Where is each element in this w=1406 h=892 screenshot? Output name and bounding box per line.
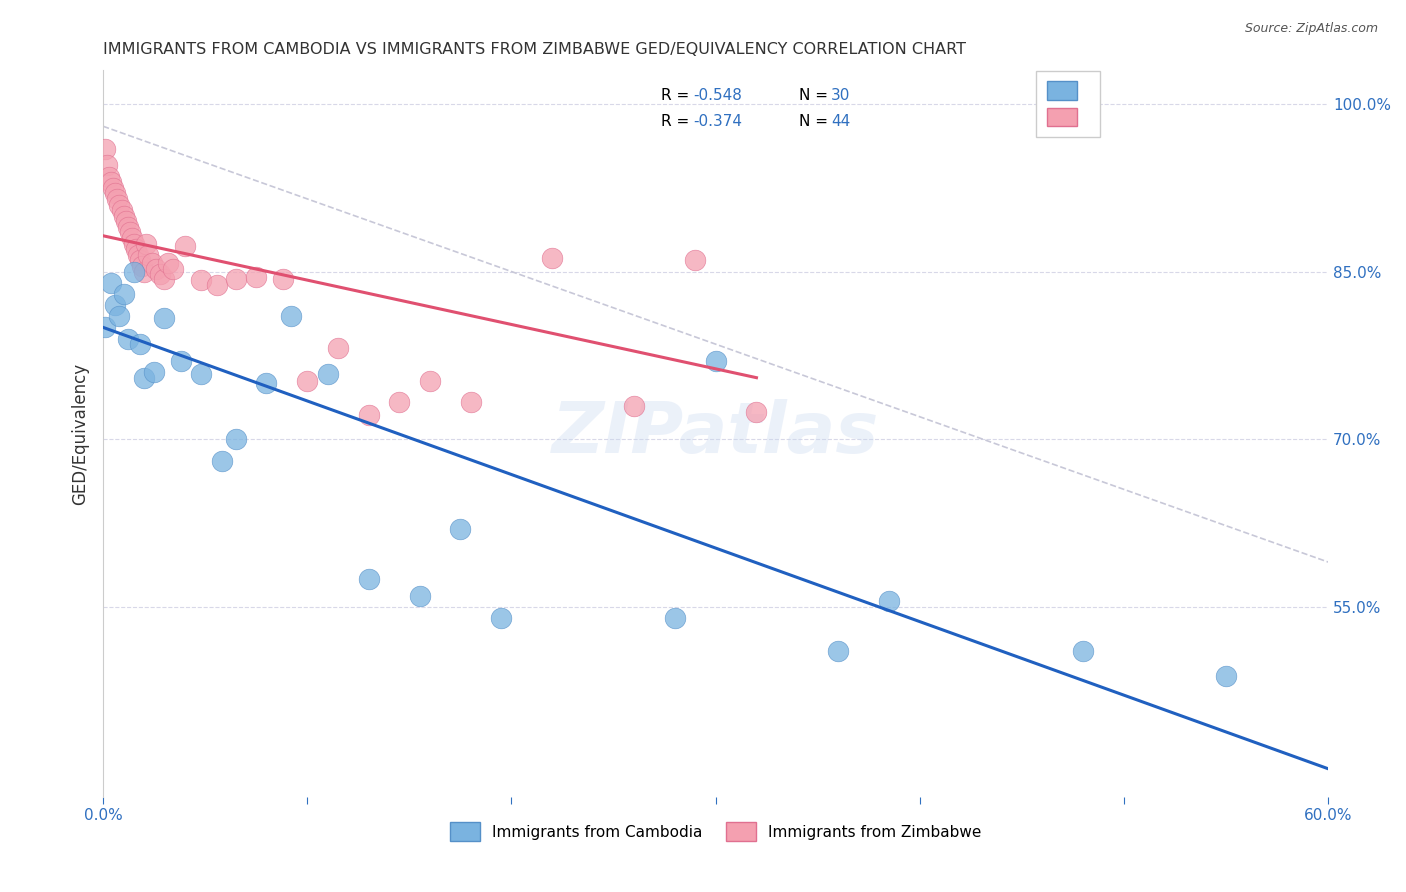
Point	[683, 253, 706, 268]
Point	[157, 255, 180, 269]
Point	[1215, 669, 1237, 683]
Point	[121, 231, 143, 245]
Y-axis label: GED/Equivalency: GED/Equivalency	[72, 362, 89, 505]
Point	[131, 259, 153, 273]
Point	[1071, 644, 1094, 658]
Point	[419, 374, 441, 388]
Point	[827, 644, 849, 658]
Point	[136, 248, 159, 262]
Text: 30: 30	[831, 88, 851, 103]
Point	[173, 239, 195, 253]
Point	[100, 276, 122, 290]
Point	[132, 264, 155, 278]
Point	[112, 209, 135, 223]
Point	[357, 572, 380, 586]
Point	[125, 242, 148, 256]
Point	[297, 374, 319, 388]
Point	[128, 253, 150, 268]
Text: -0.548: -0.548	[693, 88, 742, 103]
Point	[316, 368, 339, 382]
Point	[388, 395, 411, 409]
Text: Source: ZipAtlas.com: Source: ZipAtlas.com	[1244, 22, 1378, 36]
Point	[135, 236, 157, 251]
Point	[245, 270, 267, 285]
Point	[117, 219, 139, 234]
Point	[162, 262, 184, 277]
Text: 44: 44	[831, 114, 851, 128]
Point	[357, 408, 380, 422]
Point	[877, 594, 900, 608]
Point	[225, 432, 247, 446]
Point	[94, 142, 117, 156]
Point	[207, 277, 229, 292]
Point	[127, 248, 149, 262]
Point	[449, 522, 471, 536]
Point	[153, 272, 176, 286]
Point	[149, 267, 172, 281]
Point	[256, 376, 278, 391]
Point	[408, 589, 430, 603]
Point	[110, 203, 132, 218]
Point	[326, 341, 349, 355]
Point	[153, 311, 176, 326]
Point	[98, 169, 121, 184]
Point	[112, 286, 135, 301]
Point	[541, 251, 564, 265]
Point	[107, 192, 129, 206]
Text: N =: N =	[799, 88, 832, 103]
Point	[280, 310, 302, 324]
Point	[745, 405, 768, 419]
Point	[664, 611, 686, 625]
Point	[170, 354, 193, 368]
Point	[94, 320, 117, 334]
Text: IMMIGRANTS FROM CAMBODIA VS IMMIGRANTS FROM ZIMBABWE GED/EQUIVALENCY CORRELATION: IMMIGRANTS FROM CAMBODIA VS IMMIGRANTS F…	[103, 42, 966, 57]
Point	[104, 298, 127, 312]
Point	[143, 365, 166, 379]
Point	[100, 175, 122, 189]
Text: R =: R =	[661, 114, 693, 128]
Text: -0.374: -0.374	[693, 114, 742, 128]
Point	[108, 310, 131, 324]
Text: ZIPatlas: ZIPatlas	[553, 399, 879, 468]
Point	[704, 354, 727, 368]
Point	[460, 395, 482, 409]
Point	[225, 272, 247, 286]
Point	[122, 264, 145, 278]
Point	[128, 337, 150, 351]
Point	[103, 180, 125, 194]
Point	[104, 186, 127, 201]
Point	[108, 197, 131, 211]
Point	[190, 368, 212, 382]
Point	[145, 262, 167, 277]
Point	[623, 399, 645, 413]
Point	[132, 370, 155, 384]
Point	[118, 226, 141, 240]
Point	[141, 255, 163, 269]
Point	[117, 332, 139, 346]
Point	[122, 236, 145, 251]
Point	[190, 273, 212, 287]
Text: R =: R =	[661, 88, 693, 103]
Text: N =: N =	[799, 114, 832, 128]
Point	[114, 214, 136, 228]
Point	[271, 272, 294, 286]
Point	[211, 454, 233, 468]
Point	[96, 158, 118, 172]
Legend: , : ,	[1036, 70, 1099, 137]
Point	[491, 611, 513, 625]
